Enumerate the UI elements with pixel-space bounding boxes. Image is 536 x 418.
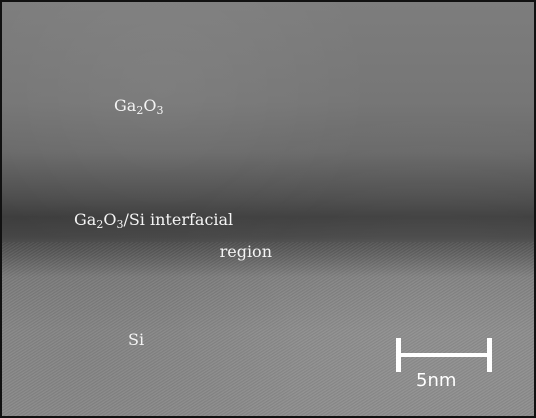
si-substrate-label: Si <box>128 330 145 349</box>
interface-label-line2: region <box>219 242 272 261</box>
scale-bar-right-cap <box>487 338 492 372</box>
scale-bar-line <box>396 353 492 357</box>
scale-bar <box>396 338 492 378</box>
scale-bar-label: 5nm <box>416 370 457 391</box>
si-lattice-fringes <box>2 242 534 416</box>
interface-label-line1: Ga2O3/Si interfacial <box>74 210 234 231</box>
ga2o3-layer-label: Ga2O3 <box>114 96 164 117</box>
